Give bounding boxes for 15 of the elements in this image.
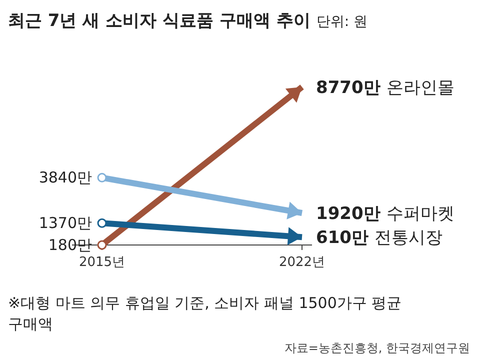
text: 자료=농촌진흥청, 한국경제연구원 [284,341,470,355]
text: 전통시장 [374,228,442,248]
text: 온라인몰 [386,78,454,98]
text: ※대형 마트 의무 휴업일 기준, 소비자 패널 1500가구 평균 구매액 [8,294,402,333]
chart-title: 최근 7년 새 소비자 식료품 구매액 추이 [8,11,310,31]
data-label: 610만 [316,228,368,248]
data-label: 1370만 [38,214,92,232]
chart-subtitle: 단위: 원 [316,14,368,30]
text: 수퍼마켓 [386,204,454,224]
x-tick-label: 2015년 [78,255,126,270]
data-label: 8770만 [316,78,380,98]
data-label: 3840만 [38,168,92,187]
data-label: 180만 [48,236,92,254]
x-tick-label: 2022년 [278,255,326,270]
data-label: 1920만 [316,204,380,224]
